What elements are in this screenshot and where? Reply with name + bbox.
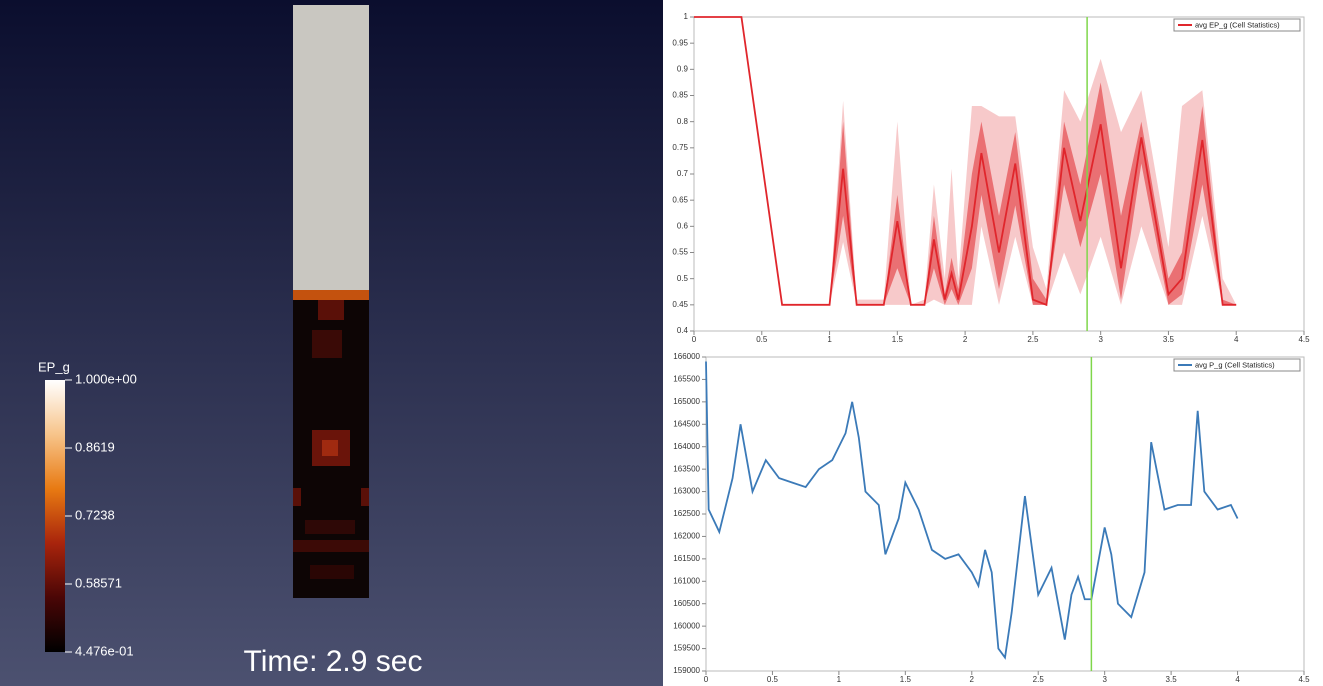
y-tick-label: 161500 [673,554,700,563]
legend-label: avg P_g (Cell Statistics) [1195,360,1275,369]
y-tick-label: 0.55 [672,248,688,257]
y-tick-label: 163500 [673,464,700,473]
y-tick-label: 160000 [673,621,700,630]
x-tick-label: 0 [692,335,697,344]
colorbar-tick-label: 0.58571 [75,575,122,590]
time-label: Time: 2.9 sec [244,645,423,678]
y-tick-label: 165500 [673,375,700,384]
chart-view [663,0,1323,686]
x-tick-label: 2.5 [1033,675,1045,684]
y-tick-label: 160500 [673,599,700,608]
legend-box [1173,18,1301,32]
y-tick-label: 0.95 [672,38,688,47]
x-tick-label: 0.5 [756,335,768,344]
y-tick-label: 0.65 [672,195,688,204]
band [694,17,1237,305]
colorbar-tick-label: 0.7238 [75,507,115,522]
x-tick-label: 0 [704,675,709,684]
colorbar-tick-label: 0.8619 [75,439,115,454]
y-tick-label: 0.85 [672,91,688,100]
y-tick-label: 1 [684,12,689,21]
y-tick-label: 162000 [673,532,700,541]
series-line [694,16,1237,307]
colorbar-tick-label: 1.000e+00 [75,371,137,386]
x-tick-label: 3 [1102,675,1107,684]
y-tick-label: 163000 [673,487,700,496]
y-tick-label: 0.8 [677,117,689,126]
y-tick-label: 165000 [673,397,700,406]
x-tick-label: 1.5 [892,335,904,344]
y-tick-label: 0.9 [677,64,689,73]
bed-cells [293,290,369,579]
y-tick-label: 0.7 [677,169,689,178]
y-tick-label: 166000 [673,352,700,361]
y-tick-label: 0.45 [672,300,688,309]
series-line [705,361,1239,660]
x-tick-label: 4 [1234,335,1239,344]
y-tick-label: 0.5 [677,274,689,283]
y-tick-label: 162500 [673,509,700,518]
y-tick-label: 0.75 [672,143,688,152]
freeboard [293,5,369,290]
y-tick-label: 161000 [673,576,700,585]
x-tick-label: 0.5 [767,675,779,684]
legend-box [1173,358,1301,372]
x-tick-label: 1 [827,335,832,344]
x-tick-label: 1.5 [900,675,912,684]
x-tick-label: 4.5 [1298,675,1310,684]
x-tick-label: 4.5 [1298,335,1310,344]
x-tick-label: 4 [1235,675,1240,684]
x-tick-label: 2.5 [1027,335,1039,344]
y-tick-label: 0.6 [677,221,689,230]
x-tick-label: 2 [963,335,968,344]
colorbar-tick-label: 4.476e-01 [75,643,134,658]
x-tick-label: 1 [837,675,842,684]
x-tick-label: 3 [1098,335,1103,344]
x-tick-label: 2 [970,675,975,684]
y-tick-label: 159500 [673,644,700,653]
y-tick-label: 164000 [673,442,700,451]
y-tick-label: 164500 [673,419,700,428]
y-tick-label: 0.4 [677,326,689,335]
x-tick-label: 3.5 [1163,335,1175,344]
colorbar-title: EP_g [38,359,70,374]
legend-label: avg EP_g (Cell Statistics) [1195,20,1280,29]
colorbar [45,380,65,652]
x-tick-label: 3.5 [1166,675,1178,684]
y-tick-label: 159000 [673,666,700,675]
